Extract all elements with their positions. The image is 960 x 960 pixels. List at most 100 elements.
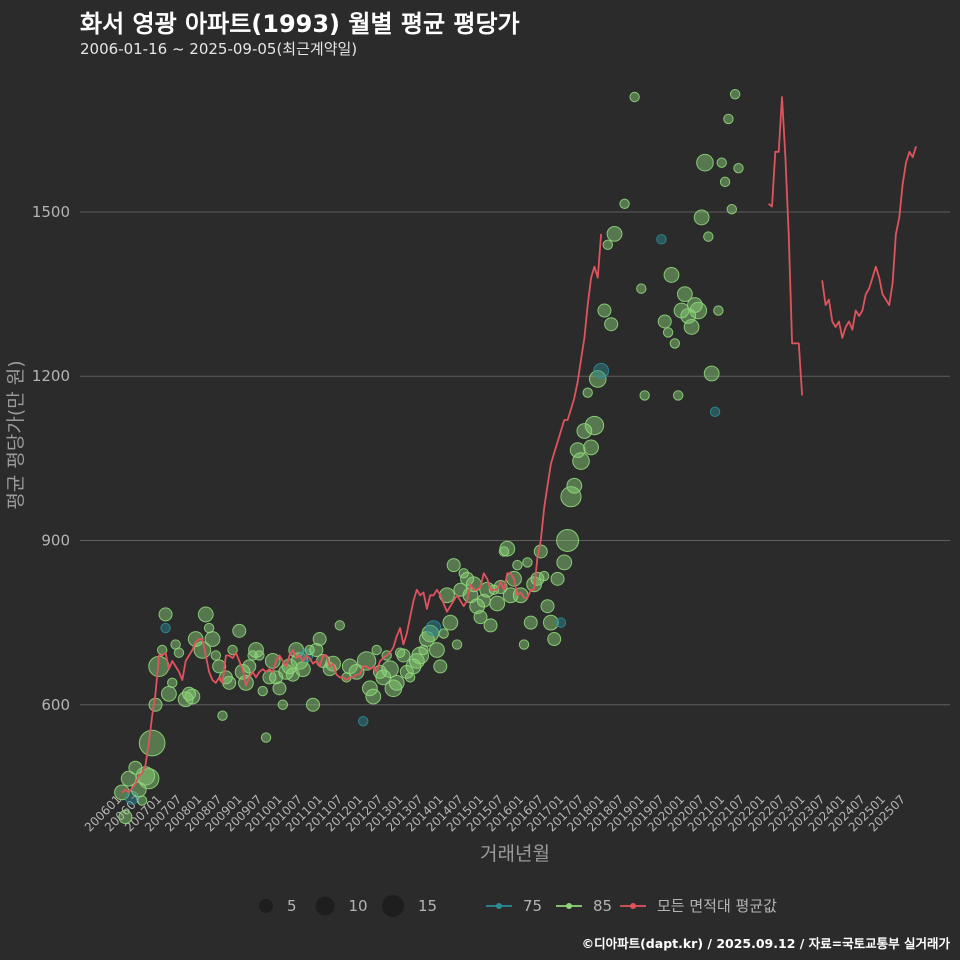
point-75: [709, 406, 721, 418]
point-85: [639, 390, 650, 401]
average-line-segment-2: [768, 96, 803, 396]
point-85: [158, 607, 173, 622]
point-85: [167, 677, 178, 689]
footer-credit: ©디아파트(dapt.kr) / 2025.09.12 / 자료=국토교통부 실…: [581, 936, 950, 951]
point-85: [676, 286, 693, 303]
scatter-points: [114, 89, 744, 824]
point-85: [619, 198, 630, 209]
point-85: [489, 595, 506, 612]
point-85: [512, 559, 523, 571]
point-85: [138, 768, 160, 790]
y-tick-label: 900: [41, 531, 70, 549]
point-85: [438, 628, 449, 639]
y-tick-label: 600: [41, 696, 70, 714]
legend-size-label: 10: [349, 897, 368, 915]
point-85: [550, 571, 565, 586]
point-85: [136, 795, 148, 806]
point-85: [312, 632, 327, 647]
point-85: [446, 558, 461, 573]
point-85: [120, 770, 137, 787]
point-85: [264, 653, 281, 669]
point-85: [663, 267, 680, 283]
point-85: [583, 439, 599, 456]
point-85: [399, 664, 414, 679]
point-85: [657, 314, 672, 329]
point-75: [358, 715, 369, 727]
legend-size-label: 5: [287, 897, 297, 915]
point-85: [442, 614, 459, 631]
point-85: [429, 642, 445, 658]
point-85: [703, 231, 714, 242]
point-85: [606, 225, 623, 242]
point-85: [483, 618, 498, 633]
point-75: [425, 620, 442, 637]
y-tick-label: 1500: [32, 203, 70, 221]
point-85: [381, 660, 399, 678]
point-85: [669, 338, 681, 349]
point-85: [212, 659, 227, 674]
point-85: [473, 610, 488, 625]
point-85: [254, 650, 265, 661]
point-85: [388, 674, 405, 691]
point-85: [602, 239, 614, 251]
point-85: [371, 644, 382, 656]
legend-size-label: 15: [418, 897, 437, 915]
point-85: [222, 675, 237, 690]
chart-subtitle: 2006-01-16 ~ 2025-09-05(최근계약일): [80, 40, 358, 58]
point-85: [719, 176, 731, 188]
point-85: [569, 442, 586, 459]
point-75: [656, 234, 667, 245]
point-85: [272, 681, 287, 696]
point-85: [356, 651, 377, 671]
average-line-segment-3: [821, 146, 917, 339]
point-85: [210, 650, 222, 661]
point-85: [161, 685, 177, 702]
point-85: [365, 688, 382, 705]
point-85: [696, 153, 714, 172]
point-85: [572, 452, 590, 470]
grid: [80, 211, 950, 706]
point-85: [433, 659, 448, 674]
point-85: [309, 643, 324, 658]
point-85: [460, 571, 475, 586]
point-85: [182, 686, 197, 701]
point-85: [257, 685, 268, 697]
legend-series-label: 모든 면적대 평균값: [657, 897, 777, 915]
point-85: [576, 423, 593, 439]
point-85: [227, 644, 238, 656]
point-85: [394, 647, 406, 658]
point-85: [533, 544, 548, 559]
legend-dot-2: [566, 903, 572, 909]
point-75: [160, 622, 171, 634]
point-85: [138, 729, 166, 757]
y-tick-label: 1200: [32, 367, 70, 385]
point-85: [556, 554, 573, 571]
point-85: [723, 113, 734, 125]
legend-size-marker-15: [382, 895, 404, 917]
point-85: [560, 486, 582, 508]
point-85: [733, 162, 744, 174]
point-85: [729, 89, 741, 100]
legend-dot-1: [496, 903, 502, 909]
point-85: [662, 327, 674, 338]
point-85: [173, 647, 185, 658]
point-85: [726, 204, 737, 215]
point-85: [556, 528, 580, 552]
point-85: [542, 614, 559, 631]
point-85: [716, 157, 727, 168]
average-line: [121, 96, 917, 794]
point-75: [593, 362, 610, 379]
point-85: [248, 642, 264, 658]
y-axis-ticks: 600 900 1200 1500: [32, 203, 70, 714]
point-85: [362, 680, 378, 697]
point-85: [689, 301, 708, 320]
point-85: [396, 648, 411, 663]
x-axis-title: 거래년월: [480, 843, 550, 865]
point-85: [260, 732, 272, 743]
point-85: [547, 632, 562, 647]
point-85: [499, 540, 516, 557]
point-85: [540, 599, 555, 614]
point-85: [204, 631, 221, 647]
point-85: [305, 697, 320, 712]
